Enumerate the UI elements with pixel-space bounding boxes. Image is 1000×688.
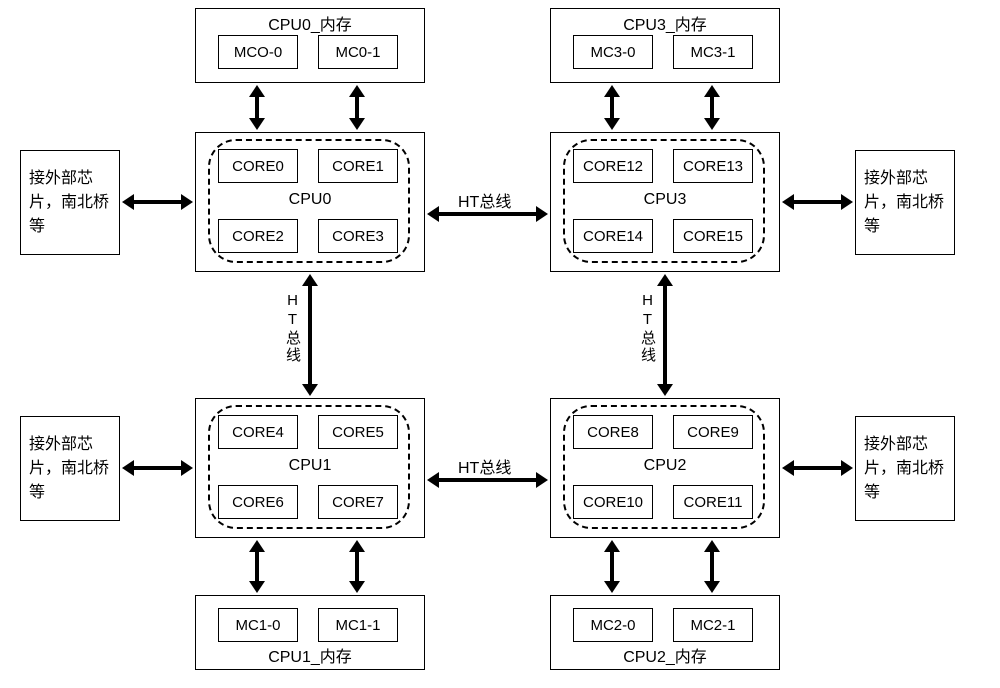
core9: CORE9	[673, 415, 753, 449]
mc1-0: MC1-0	[218, 608, 298, 642]
ext-top-right: 接外部芯片，南北桥等	[855, 150, 955, 255]
core13: CORE13	[673, 149, 753, 183]
core1: CORE1	[318, 149, 398, 183]
mem-cpu0-title: CPU0_内存	[196, 11, 424, 35]
cpu0-box: CORE0 CORE1 CPU0 CORE2 CORE3	[195, 132, 425, 272]
diagram-canvas: CPU0_内存 MCO-0 MC0-1 CPU3_内存 MC3-0 MC3-1 …	[0, 0, 1000, 688]
cpu0-title: CPU0	[196, 191, 424, 209]
cpu3-box: CORE12 CORE13 CPU3 CORE14 CORE15	[550, 132, 780, 272]
mem-cpu0: CPU0_内存 MCO-0 MC0-1	[195, 8, 425, 83]
ht-label-left: HT总线	[282, 292, 303, 364]
ht-label-bot: HT总线	[458, 454, 511, 478]
core14: CORE14	[573, 219, 653, 253]
cpu1-title: CPU1	[196, 457, 424, 475]
core0: CORE0	[218, 149, 298, 183]
core11: CORE11	[673, 485, 753, 519]
mc1-1: MC1-1	[318, 608, 398, 642]
core7: CORE7	[318, 485, 398, 519]
cpu1-box: CORE4 CORE5 CPU1 CORE6 CORE7	[195, 398, 425, 538]
mc3-1: MC3-1	[673, 35, 753, 69]
mc0-0: MCO-0	[218, 35, 298, 69]
mem-cpu3: CPU3_内存 MC3-0 MC3-1	[550, 8, 780, 83]
cpu2-box: CORE8 CORE9 CPU2 CORE10 CORE11	[550, 398, 780, 538]
mc2-0: MC2-0	[573, 608, 653, 642]
core8: CORE8	[573, 415, 653, 449]
core2: CORE2	[218, 219, 298, 253]
core15: CORE15	[673, 219, 753, 253]
core3: CORE3	[318, 219, 398, 253]
ext-bot-left: 接外部芯片，南北桥等	[20, 416, 120, 521]
core4: CORE4	[218, 415, 298, 449]
mc2-1: MC2-1	[673, 608, 753, 642]
mc3-0: MC3-0	[573, 35, 653, 69]
cpu2-title: CPU2	[551, 457, 779, 475]
core5: CORE5	[318, 415, 398, 449]
mem-cpu2: MC2-0 MC2-1 CPU2_内存	[550, 595, 780, 670]
mem-cpu1-title: CPU1_内存	[196, 643, 424, 667]
core12: CORE12	[573, 149, 653, 183]
core10: CORE10	[573, 485, 653, 519]
mem-cpu1: MC1-0 MC1-1 CPU1_内存	[195, 595, 425, 670]
ext-top-left: 接外部芯片，南北桥等	[20, 150, 120, 255]
mc0-1: MC0-1	[318, 35, 398, 69]
mem-cpu2-title: CPU2_内存	[551, 643, 779, 667]
ht-label-top: HT总线	[458, 188, 511, 212]
cpu3-title: CPU3	[551, 191, 779, 209]
ht-label-right: HT总线	[637, 292, 658, 364]
mem-cpu3-title: CPU3_内存	[551, 11, 779, 35]
ext-bot-right: 接外部芯片，南北桥等	[855, 416, 955, 521]
core6: CORE6	[218, 485, 298, 519]
